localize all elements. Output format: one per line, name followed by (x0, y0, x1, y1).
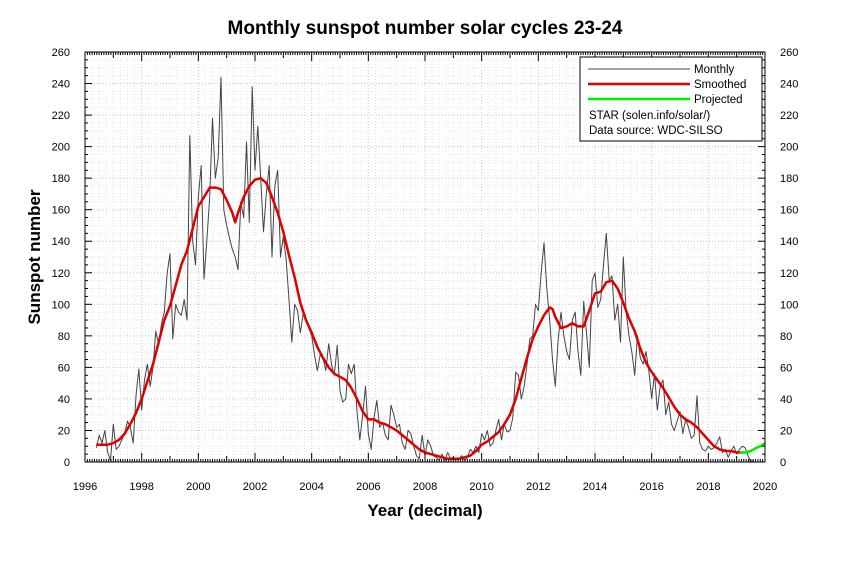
y-tick-label-right: 120 (780, 268, 798, 280)
y-tick-label-right: 80 (780, 331, 792, 343)
legend-label-smoothed: Smoothed (694, 79, 746, 91)
y-tick-label-right: 40 (780, 394, 792, 406)
x-tick-label: 2010 (469, 481, 493, 493)
y-tick-label-left: 20 (58, 425, 70, 437)
y-tick-label-right: 240 (780, 79, 798, 91)
y-tick-label-left: 220 (52, 110, 70, 122)
y-tick-label-right: 260 (780, 47, 798, 59)
x-tick-label: 2002 (243, 481, 267, 493)
y-tick-label-left: 60 (58, 362, 70, 374)
y-tick-label-left: 260 (52, 47, 70, 59)
y-tick-label-right: 200 (780, 142, 798, 154)
series-line-smoothed (96, 176, 743, 461)
y-axis-title: Sunspot number (25, 189, 44, 324)
x-tick-label: 2014 (583, 481, 607, 493)
legend-note-star: STAR (solen.info/solar/) (589, 110, 710, 122)
x-tick-label: 2018 (696, 481, 720, 493)
x-tick-label: 2006 (356, 481, 380, 493)
axis-ticks (84, 51, 766, 463)
plot-grid (84, 51, 766, 463)
tick-labels: 1996 1998 2000 2002 2004 2006 2008 2010 2012 2014… (52, 47, 799, 493)
y-tick-label-left: 100 (52, 299, 70, 311)
y-tick-label-left: 240 (52, 79, 70, 91)
y-tick-label-right: 220 (780, 110, 798, 122)
y-tick-label-right: 60 (780, 362, 792, 374)
y-tick-label-left: 0 (64, 457, 70, 469)
x-axis-title: Year (decimal) (367, 501, 482, 520)
x-tick-label: 1996 (73, 481, 97, 493)
x-tick-label: 2020 (753, 481, 777, 493)
x-tick-label: 2012 (526, 481, 550, 493)
y-tick-label-left: 180 (52, 173, 70, 185)
legend-label-monthly: Monthly (694, 64, 735, 76)
legend: Monthly Smoothed Projected STAR (solen.i… (579, 56, 763, 142)
y-tick-label-left: 120 (52, 268, 70, 280)
y-tick-label-left: 140 (52, 236, 70, 248)
y-tick-label-left: 40 (58, 394, 70, 406)
y-tick-label-right: 140 (780, 236, 798, 248)
x-tick-label: 2008 (413, 481, 437, 493)
x-tick-label: 2016 (639, 481, 663, 493)
y-tick-label-left: 200 (52, 142, 70, 154)
x-tick-label: 2004 (299, 481, 323, 493)
x-tick-label: 1998 (129, 481, 153, 493)
y-tick-label-right: 180 (780, 173, 798, 185)
y-tick-label-right: 160 (780, 205, 798, 217)
y-tick-label-right: 0 (780, 457, 786, 469)
y-tick-label-right: 100 (780, 299, 798, 311)
series-line-projected (739, 442, 766, 454)
y-tick-label-left: 80 (58, 331, 70, 343)
y-tick-label-left: 160 (52, 205, 70, 217)
x-tick-label: 2000 (186, 481, 210, 493)
chart-title: Monthly sunspot number solar cycles 23-2… (228, 18, 623, 39)
y-tick-label-right: 20 (780, 425, 792, 437)
legend-note-source: Data source: WDC-SILSO (589, 125, 723, 137)
legend-label-projected: Projected (694, 94, 743, 106)
